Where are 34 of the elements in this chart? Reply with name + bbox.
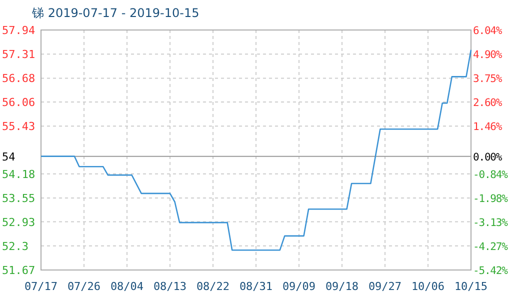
y-tick-label: 57.94 xyxy=(2,24,36,37)
y2-tick-label: -0.84% xyxy=(473,169,509,182)
x-tick-label: 09/27 xyxy=(368,280,402,293)
y-tick-label: 52.93 xyxy=(2,216,36,229)
y2-tick-label: 1.46% xyxy=(473,120,503,133)
y-tick-label: 55.43 xyxy=(2,120,36,134)
y-tick-label: 56.06 xyxy=(2,96,36,109)
x-tick-label: 09/09 xyxy=(282,280,316,293)
y2-tick-label: 4.90% xyxy=(473,48,503,61)
y2-tick-label: -4.27% xyxy=(473,240,509,253)
y-tick-label: 54.18 xyxy=(2,168,36,181)
x-tick-label: 08/13 xyxy=(153,280,187,293)
x-tick-label: 07/26 xyxy=(67,280,101,293)
y-tick-label: 52.3 xyxy=(2,240,28,253)
x-tick-label: 07/17 xyxy=(24,280,58,293)
text: 54 xyxy=(2,150,16,164)
x-tick-label: 09/18 xyxy=(325,280,359,293)
x-tick-label: 10/15 xyxy=(454,280,488,293)
y2-tick-label: -3.13% xyxy=(473,217,509,230)
x-tick-label: 08/31 xyxy=(239,280,273,293)
y2-tick-label: 6.04% xyxy=(473,25,503,37)
y2-tick-label: 2.60% xyxy=(473,97,503,110)
x-tick-label: 08/04 xyxy=(110,280,144,293)
y-tick-label: 56.68 xyxy=(2,72,36,86)
y-tick-label: 51.67 xyxy=(2,264,36,277)
y-tick-label: 57.31 xyxy=(2,48,36,62)
y-tick-label: 53.55 xyxy=(2,192,36,206)
y2-tick-label: -5.42% xyxy=(473,265,509,277)
y2-tick-label: 0.00% xyxy=(473,151,503,164)
y2-tick-label: 3.75% xyxy=(473,72,503,85)
chart-title: 锑 2019-07-17 - 2019-10-15 xyxy=(31,6,200,20)
y2-tick-label: -1.98% xyxy=(473,192,509,205)
x-tick-label: 10/06 xyxy=(411,280,445,293)
x-tick-label: 08/22 xyxy=(196,280,230,293)
